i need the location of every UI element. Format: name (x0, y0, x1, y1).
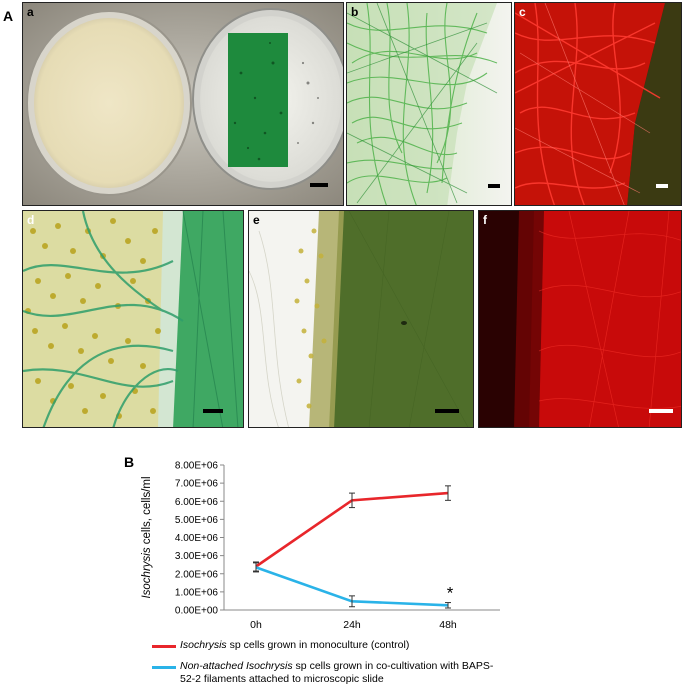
micrograph-e (249, 211, 473, 427)
legend-swatch-cocultivation (152, 666, 176, 669)
isochrysis-cell-count-chart: 0.00E+00 1.00E+06 2.00E+06 3.00E+06 4.00E+06… (141, 461, 500, 631)
y-axis-label-rest: cells, cells/ml (141, 476, 153, 547)
legend-control-italic: Isochrysis (180, 639, 227, 651)
scale-bar-b (488, 184, 500, 188)
x-axis-ticks: 0h 24h 48h (250, 619, 457, 631)
green-filament-slide (228, 33, 288, 167)
fluorescence-micrograph-c (515, 3, 681, 205)
y-tick-label: 2.00E+06 (175, 569, 219, 580)
panel-label-d: d (27, 213, 35, 227)
filament-micrograph-b (347, 3, 511, 205)
section-label-a: A (3, 8, 14, 24)
y-axis-ticks: 0.00E+00 1.00E+06 2.00E+06 3.00E+06 4.00E+06… (175, 461, 224, 617)
scale-bar-f (649, 409, 673, 413)
chart-series (253, 485, 451, 609)
y-tick-label: 5.00E+06 (175, 515, 219, 526)
legend-cocultivation-line2: 52-2 filaments attached to microscopic s… (180, 673, 384, 685)
petri-dish-photo (23, 3, 343, 205)
x-tick-label: 24h (343, 619, 361, 631)
micrograph-d (23, 211, 243, 427)
panel-label-b: b (351, 5, 359, 19)
scale-bar-d (203, 409, 223, 413)
panel-label-f: f (483, 213, 487, 227)
legend-cocultivation-text: sp cells grown in co-cultivation with BA… (292, 660, 494, 672)
y-tick-label: 8.00E+06 (175, 461, 219, 472)
fluorescence-micrograph-f (479, 211, 681, 427)
legend-control-text: sp cells grown in monoculture (control) (226, 639, 410, 651)
panel-c-fluorescence: c (514, 2, 682, 206)
chart-axes (223, 465, 500, 611)
scale-bar-a (310, 183, 328, 187)
y-tick-label: 0.00E+00 (175, 606, 219, 617)
y-tick-label: 3.00E+06 (175, 551, 219, 562)
panel-label-e: e (253, 213, 260, 227)
panel-label-a: a (27, 5, 34, 19)
panel-e-cells-edge: e (248, 210, 474, 428)
significance-asterisk: * (447, 584, 454, 603)
panel-b-filaments: b (346, 2, 512, 206)
legend-swatch-control (152, 645, 176, 648)
legend-cocultivation-italic: Non-attached Isochrysis (180, 660, 293, 672)
y-tick-label: 4.00E+06 (175, 533, 219, 544)
scale-bar-c (656, 184, 668, 188)
section-label-b: B (124, 454, 135, 470)
panel-a-petri-dishes: a (22, 2, 344, 206)
y-tick-label: 7.00E+06 (175, 479, 219, 490)
legend-item-cocultivation: Non-attached Isochrysis sp cells grown i… (180, 660, 680, 686)
panel-d-cells-filaments: d (22, 210, 244, 428)
scale-bar-e (435, 409, 459, 413)
x-tick-label: 48h (439, 619, 457, 631)
y-axis-label: Isochrysis cells, cells/ml (141, 476, 153, 598)
x-tick-label: 0h (250, 619, 262, 631)
legend-item-control: Isochrysis sp cells grown in monoculture… (180, 639, 409, 652)
y-tick-label: 6.00E+06 (175, 497, 219, 508)
panel-f-fluorescence: f (478, 210, 682, 428)
y-axis-label-italic: Isochrysis (141, 547, 153, 598)
y-tick-label: 1.00E+06 (175, 587, 219, 598)
panel-label-c: c (519, 5, 526, 19)
